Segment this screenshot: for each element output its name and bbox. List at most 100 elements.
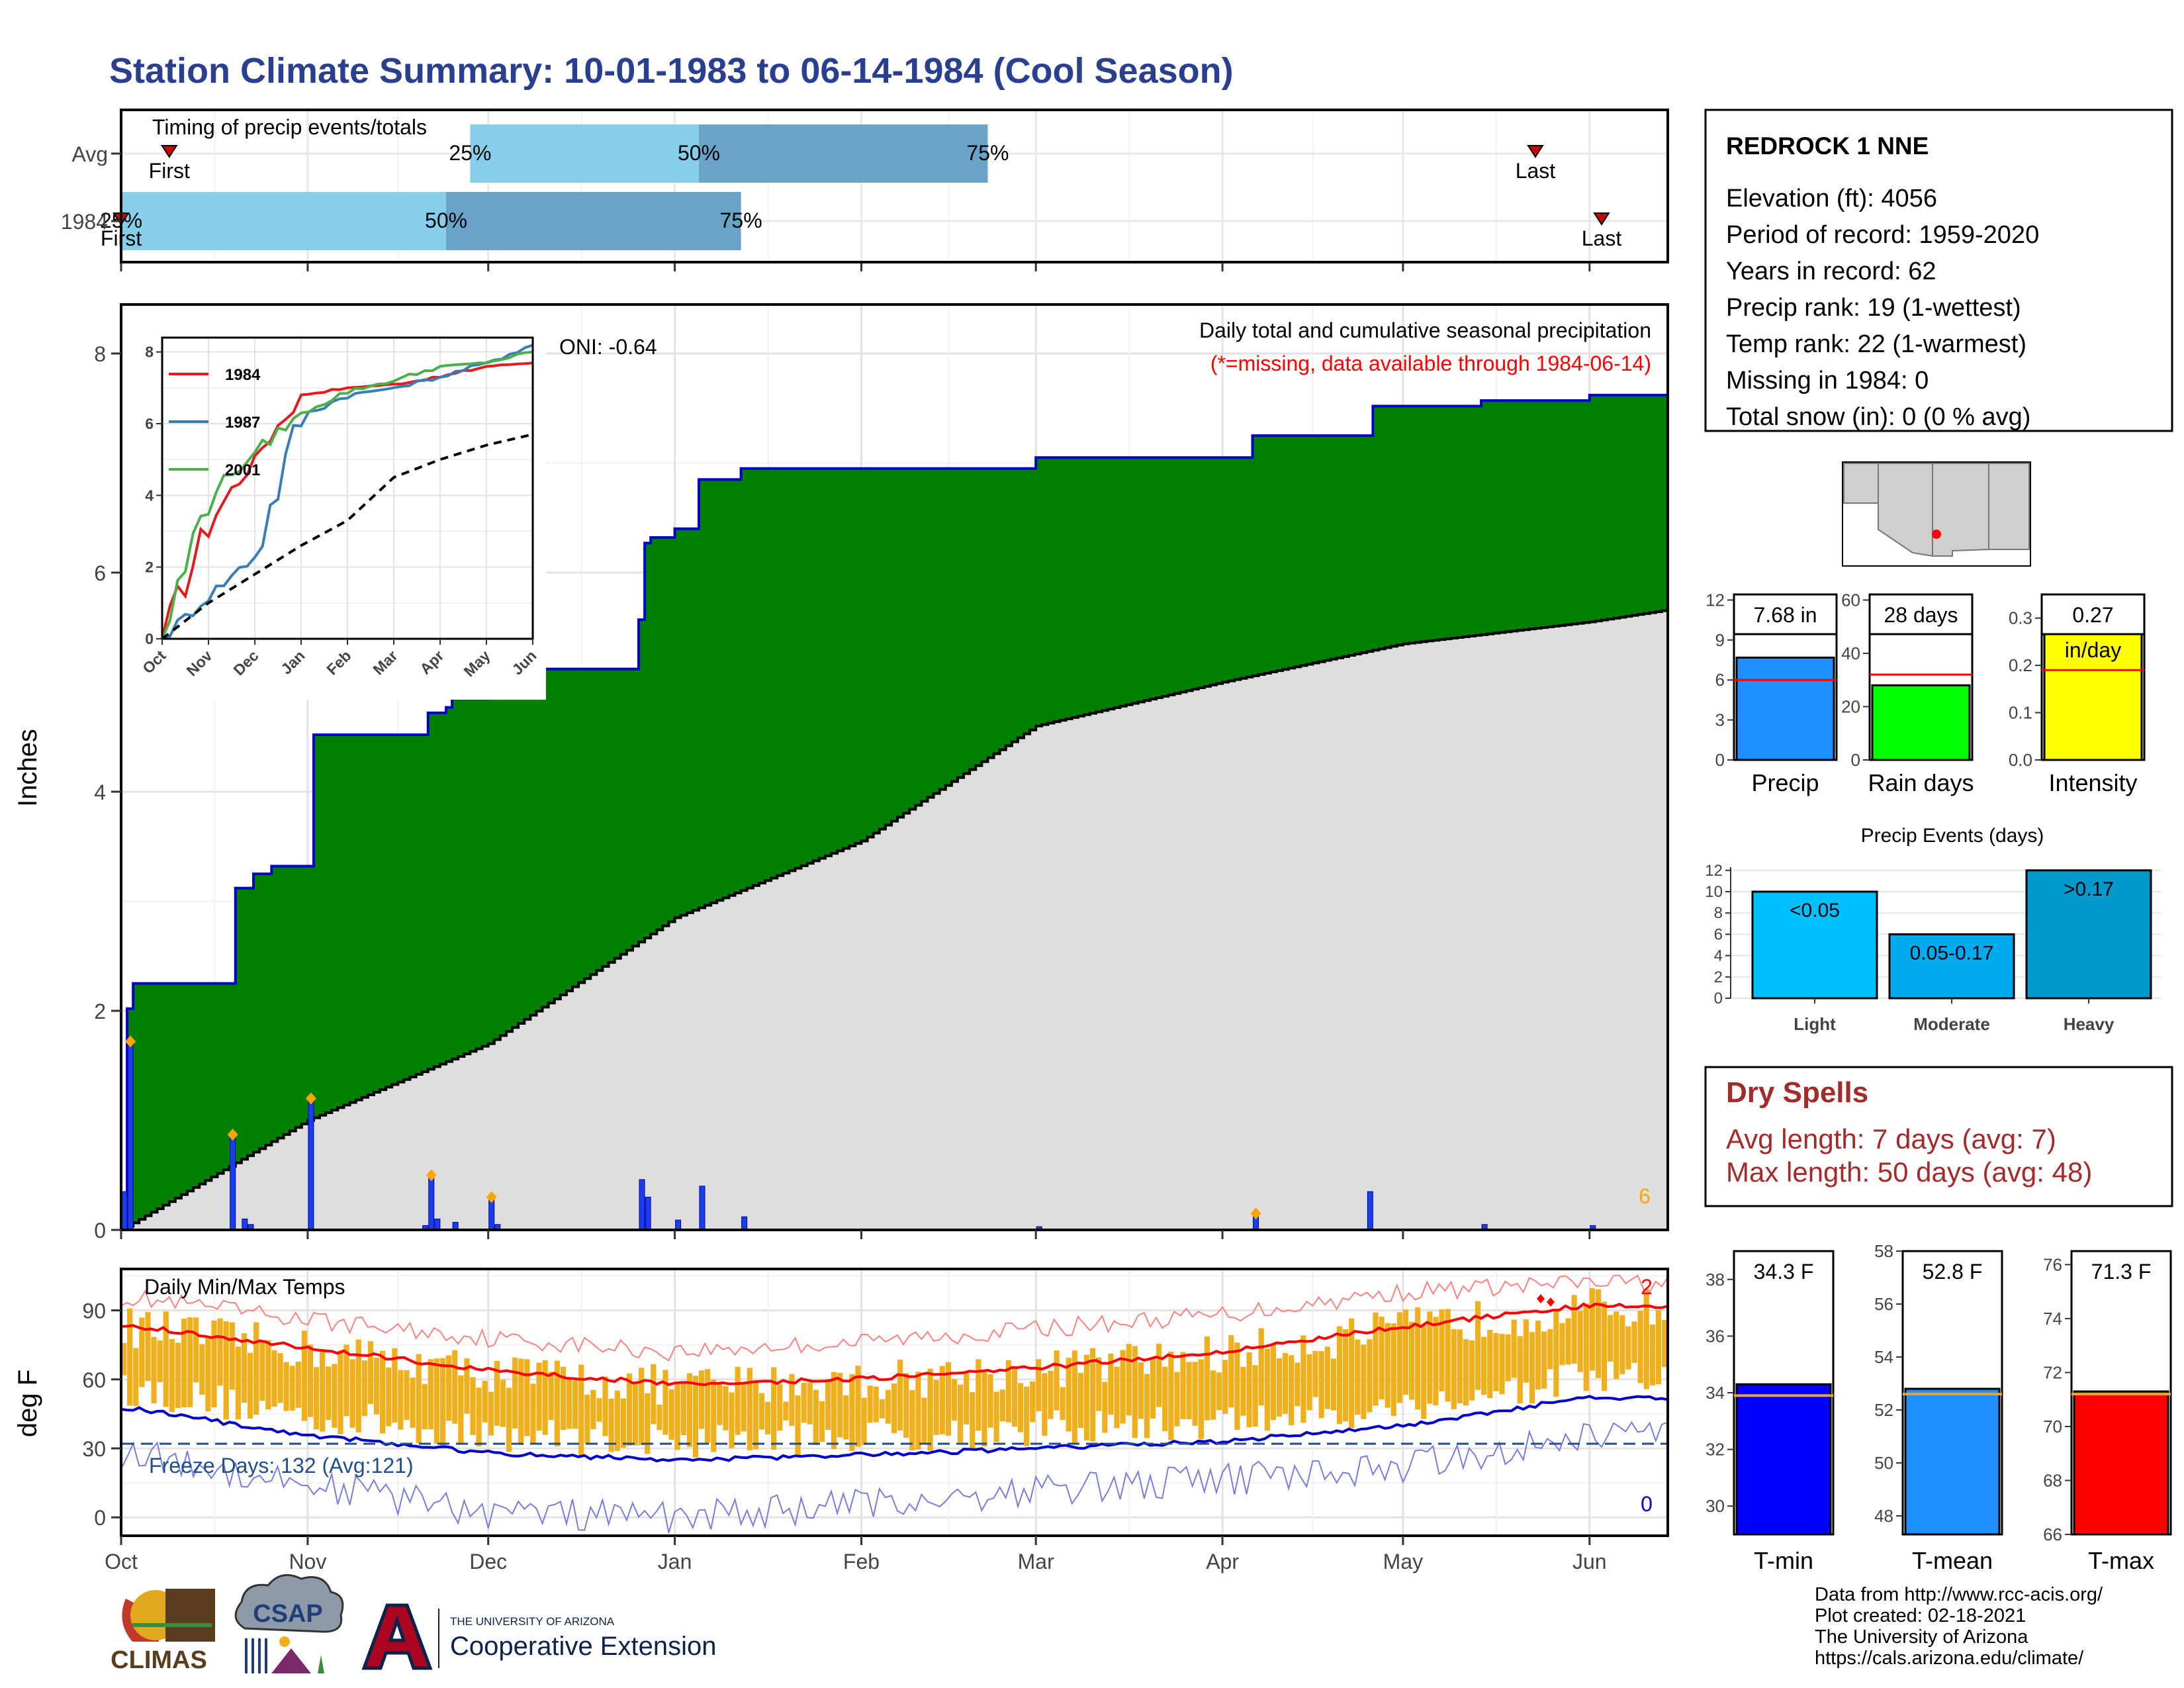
station-detail-line: Elevation (ft): 4056 bbox=[1726, 185, 1937, 212]
daily-temp-bar bbox=[933, 1380, 939, 1435]
daily-temp-bar bbox=[897, 1360, 903, 1430]
daily-temp-bar bbox=[855, 1366, 861, 1447]
daily-temp-bar bbox=[831, 1372, 837, 1450]
temp-mini-ytick-label: 38 bbox=[1706, 1270, 1725, 1289]
events-ytick-label: 4 bbox=[1714, 947, 1723, 965]
daily-precip-bar bbox=[230, 1134, 236, 1231]
daily-temp-bar bbox=[452, 1350, 458, 1424]
daily-temp-bar bbox=[879, 1399, 885, 1419]
daily-temp-bar bbox=[1186, 1362, 1192, 1420]
daily-temp-bar bbox=[121, 1342, 127, 1376]
temp-ytick-label: 60 bbox=[82, 1368, 106, 1392]
daily-temp-bar bbox=[554, 1360, 560, 1446]
svg-text:THE UNIVERSITY OF ARIZONA: THE UNIVERSITY OF ARIZONA bbox=[450, 1615, 615, 1628]
temp-mini-label: T-max bbox=[2088, 1547, 2154, 1574]
mini-bar-ytick-label: 0.3 bbox=[2009, 608, 2032, 628]
temp-mini-value-text: 52.8 F bbox=[1923, 1260, 1983, 1284]
daily-temp-bar bbox=[211, 1320, 217, 1408]
daily-temp-bar bbox=[698, 1370, 705, 1429]
daily-temp-bar bbox=[169, 1338, 175, 1413]
daily-temp-bar bbox=[1005, 1360, 1011, 1423]
daily-temp-bar bbox=[777, 1383, 783, 1431]
daily-temp-bar bbox=[247, 1352, 253, 1419]
daily-temp-bar bbox=[1276, 1358, 1283, 1417]
daily-temp-bar bbox=[891, 1383, 897, 1433]
events-ytick-label: 6 bbox=[1714, 925, 1723, 943]
daily-temp-bar bbox=[1150, 1358, 1156, 1419]
temp-mini-bar bbox=[2073, 1390, 2169, 1536]
daily-temp-bar bbox=[1427, 1311, 1433, 1404]
daily-temp-bar bbox=[1300, 1335, 1306, 1423]
daily-temp-bar bbox=[1505, 1334, 1511, 1382]
precip-ytick-label: 6 bbox=[94, 561, 106, 585]
daily-temp-bar bbox=[476, 1387, 482, 1446]
events-ytick-label: 8 bbox=[1714, 904, 1723, 922]
daily-temp-bar bbox=[512, 1357, 518, 1429]
daily-temp-bar bbox=[729, 1392, 735, 1448]
daily-temp-bar bbox=[1631, 1321, 1637, 1363]
daily-temp-bar bbox=[813, 1389, 819, 1445]
daily-temp-bar bbox=[355, 1339, 361, 1432]
month-label: Nov bbox=[289, 1550, 326, 1573]
daily-temp-bar bbox=[1625, 1326, 1631, 1370]
mini-bar-ytick-label: 40 bbox=[1841, 643, 1860, 663]
timing-label: Timing of precip events/totals bbox=[152, 115, 427, 139]
new-mexico-shape bbox=[1932, 463, 1989, 557]
heavy-precip-marker bbox=[1250, 1207, 1261, 1220]
daily-temp-bar bbox=[1054, 1350, 1060, 1411]
daily-temp-bar bbox=[199, 1344, 205, 1395]
inset-legend-label: 1987 bbox=[225, 414, 260, 432]
station-name: REDROCK 1 NNE bbox=[1726, 132, 1929, 160]
footer-line: Plot created: 02-18-2021 bbox=[1815, 1605, 2026, 1626]
daily-temp-bar bbox=[301, 1331, 308, 1421]
footer-line: Data from http://www.rcc-acis.org/ bbox=[1815, 1584, 2103, 1605]
record-high-count: 2 bbox=[1641, 1275, 1653, 1299]
precip-count-label: 6 bbox=[1639, 1184, 1651, 1208]
temp-ytick-label: 0 bbox=[94, 1506, 106, 1530]
daily-temp-bar bbox=[380, 1350, 386, 1434]
month-label: Feb bbox=[843, 1550, 880, 1573]
timing-p75-label: 75% bbox=[966, 141, 1009, 165]
temp-mini-value-text: 34.3 F bbox=[1754, 1260, 1814, 1284]
daily-temp-bar bbox=[536, 1362, 542, 1431]
daily-temp-bar bbox=[1421, 1325, 1427, 1419]
record-min-line bbox=[120, 1421, 1668, 1533]
timing-p50-label: 50% bbox=[678, 141, 720, 165]
daily-temp-bar bbox=[1210, 1370, 1216, 1420]
daily-temp-bar bbox=[1132, 1346, 1138, 1438]
daily-temp-bar bbox=[464, 1358, 470, 1414]
daily-temp-bar bbox=[1240, 1366, 1246, 1416]
daily-temp-bar bbox=[1077, 1373, 1084, 1429]
temp-mini-bar bbox=[1904, 1387, 2001, 1536]
average-cumulative-line bbox=[121, 609, 1669, 1231]
precip-ytick-label: 4 bbox=[94, 780, 106, 804]
daily-temp-bar bbox=[614, 1390, 620, 1451]
temp-mini-value-text: 71.3 F bbox=[2091, 1260, 2152, 1284]
temp-mini-ytick-label: 74 bbox=[2043, 1309, 2062, 1329]
daily-temp-bar bbox=[1535, 1321, 1541, 1390]
mini-bar-ytick-label: 0 bbox=[1715, 750, 1725, 770]
average-max-line bbox=[120, 1302, 1668, 1387]
precip-events-chart: Precip Events (days) 0 2 4 6 8 10 12 <0.05 Light… bbox=[1705, 825, 2161, 1034]
temp-mini-bar bbox=[1735, 1383, 1832, 1536]
timing-last-label: Last bbox=[1582, 226, 1622, 250]
daily-temp-bar bbox=[1138, 1362, 1144, 1419]
month-label: Oct bbox=[105, 1550, 138, 1573]
daily-temp-bar bbox=[957, 1384, 964, 1443]
daily-temp-bar bbox=[1030, 1381, 1036, 1423]
daily-temp-bar bbox=[843, 1395, 849, 1440]
daily-temp-bar bbox=[981, 1372, 987, 1447]
daily-temp-bar bbox=[584, 1394, 590, 1444]
daily-temp-bar bbox=[439, 1358, 446, 1446]
daily-temp-bar bbox=[145, 1312, 151, 1381]
dry-frame bbox=[1704, 1066, 2173, 1207]
daily-temp-bar bbox=[590, 1389, 596, 1429]
precip-ytick-label: 2 bbox=[94, 1000, 106, 1023]
station-info-box: REDROCK 1 NNE Elevation (ft): 4056 Period… bbox=[1704, 109, 2173, 432]
mini-bar-label-box bbox=[2040, 593, 2146, 635]
daily-precip-bar bbox=[645, 1196, 651, 1231]
station-detail-line: Missing in 1984: 0 bbox=[1726, 367, 1929, 395]
daily-temp-bar bbox=[819, 1401, 825, 1442]
events-bar-label: Heavy bbox=[2064, 1014, 2115, 1034]
daily-temp-bar bbox=[542, 1360, 548, 1435]
